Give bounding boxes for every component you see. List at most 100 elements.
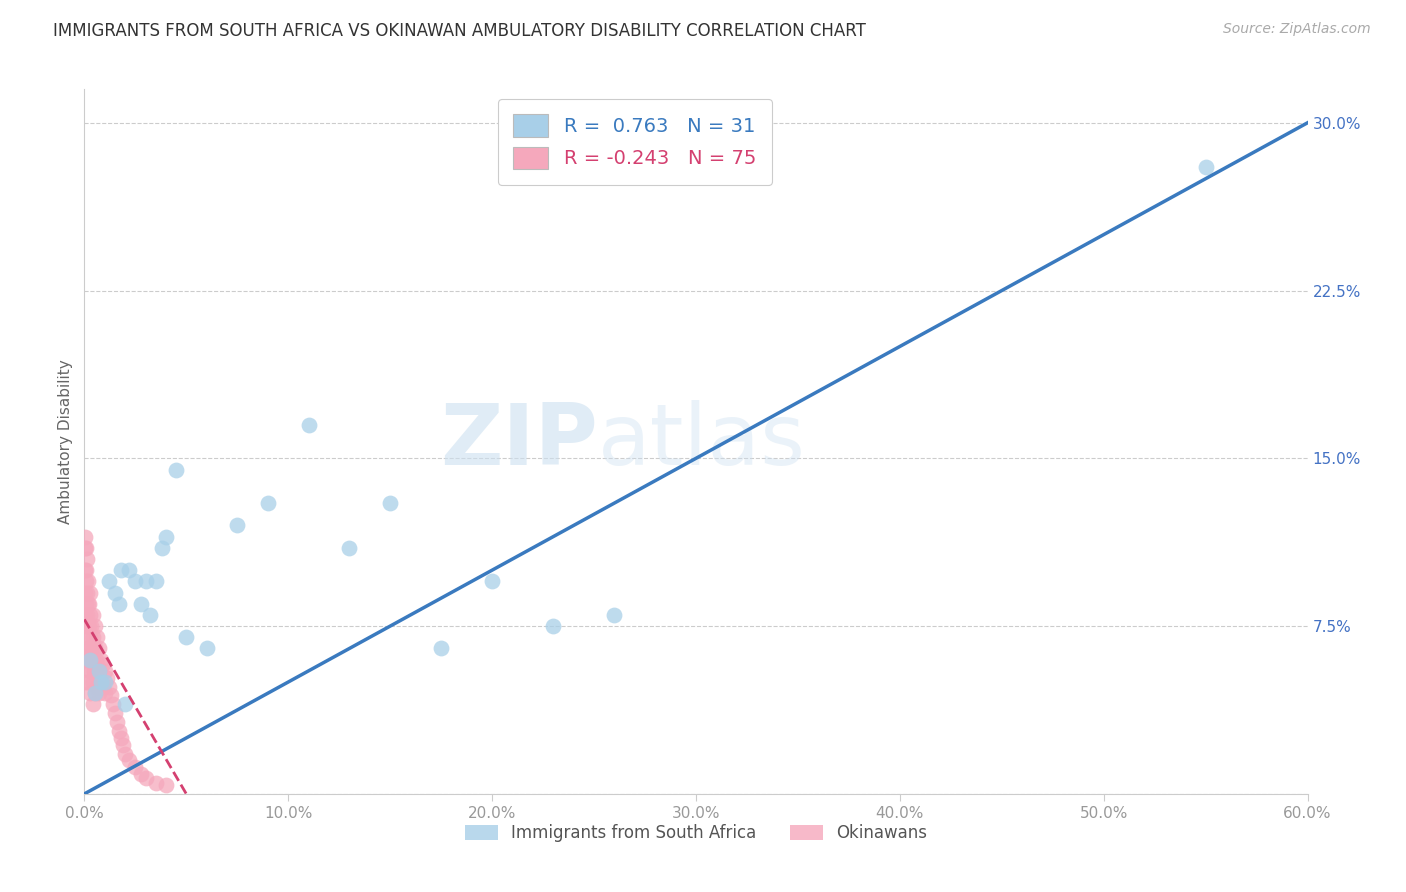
Point: [86, 630, 108, 644]
Point: [87, 664, 110, 678]
Point: [83, 641, 105, 656]
Point: [75, 541, 97, 555]
Point: [75, 563, 97, 577]
Point: [112, 738, 135, 752]
Point: [77, 574, 100, 589]
Point: [83, 686, 105, 700]
Point: [87, 664, 110, 678]
Point: [75, 563, 97, 577]
Point: [75, 607, 97, 622]
Point: [135, 771, 157, 785]
Point: [226, 518, 249, 533]
Legend: Immigrants from South Africa, Okinawans: Immigrants from South Africa, Okinawans: [458, 818, 934, 849]
Point: [77, 653, 100, 667]
Point: [97, 680, 120, 694]
Point: [90, 675, 112, 690]
Point: [79, 653, 101, 667]
Point: [79, 607, 101, 622]
Point: [118, 563, 141, 577]
Point: [76, 585, 98, 599]
Point: [79, 648, 101, 663]
Point: [77, 597, 100, 611]
Point: [131, 597, 153, 611]
Text: Source: ZipAtlas.com: Source: ZipAtlas.com: [1223, 22, 1371, 37]
Text: ZIP: ZIP: [440, 400, 598, 483]
Point: [82, 675, 104, 690]
Point: [110, 563, 132, 577]
Point: [108, 597, 131, 611]
Point: [145, 775, 167, 789]
Point: [79, 619, 101, 633]
Point: [79, 664, 101, 678]
Point: [82, 698, 104, 712]
Point: [124, 574, 146, 589]
Point: [93, 675, 115, 690]
Point: [155, 530, 177, 544]
Point: [79, 597, 101, 611]
Point: [75, 619, 97, 633]
Point: [82, 630, 104, 644]
Point: [75, 585, 97, 599]
Point: [82, 607, 104, 622]
Point: [87, 686, 110, 700]
Point: [86, 680, 108, 694]
Point: [76, 641, 98, 656]
Point: [79, 630, 101, 644]
Point: [83, 619, 105, 633]
Point: [75, 530, 97, 544]
Point: [91, 657, 114, 672]
Point: [90, 675, 112, 690]
Point: [1195, 161, 1218, 175]
Point: [114, 698, 136, 712]
Point: [174, 630, 197, 644]
Point: [75, 574, 97, 589]
Point: [80, 641, 103, 656]
Point: [79, 585, 101, 599]
Point: [86, 657, 108, 672]
Point: [104, 585, 127, 599]
Point: [75, 541, 97, 555]
Point: [91, 680, 114, 694]
Point: [145, 574, 167, 589]
Point: [135, 574, 157, 589]
Point: [80, 664, 103, 678]
Point: [110, 731, 132, 745]
Point: [77, 630, 100, 644]
Point: [138, 607, 160, 622]
Point: [603, 607, 626, 622]
Y-axis label: Ambulatory Disability: Ambulatory Disability: [58, 359, 73, 524]
Point: [298, 417, 321, 432]
Point: [100, 689, 122, 703]
Point: [80, 619, 103, 633]
Point: [77, 619, 100, 633]
Point: [75, 597, 97, 611]
Point: [97, 574, 120, 589]
Point: [83, 641, 105, 656]
Point: [150, 541, 173, 555]
Point: [257, 496, 280, 510]
Text: IMMIGRANTS FROM SOUTH AFRICA VS OKINAWAN AMBULATORY DISABILITY CORRELATION CHART: IMMIGRANTS FROM SOUTH AFRICA VS OKINAWAN…: [53, 22, 866, 40]
Point: [155, 778, 177, 792]
Point: [118, 753, 141, 767]
Point: [165, 462, 187, 476]
Point: [76, 552, 98, 566]
Point: [87, 641, 110, 656]
Point: [75, 641, 97, 656]
Point: [339, 541, 361, 555]
Point: [93, 664, 115, 678]
Point: [104, 706, 127, 721]
Point: [76, 607, 98, 622]
Point: [543, 619, 565, 633]
Point: [380, 496, 402, 510]
Point: [108, 724, 131, 739]
Point: [79, 653, 101, 667]
Point: [96, 671, 118, 685]
Point: [75, 653, 97, 667]
Point: [90, 653, 112, 667]
Point: [114, 747, 136, 761]
Text: atlas: atlas: [598, 400, 806, 483]
Point: [83, 664, 105, 678]
Point: [83, 686, 105, 700]
Point: [124, 760, 146, 774]
Point: [77, 675, 100, 690]
